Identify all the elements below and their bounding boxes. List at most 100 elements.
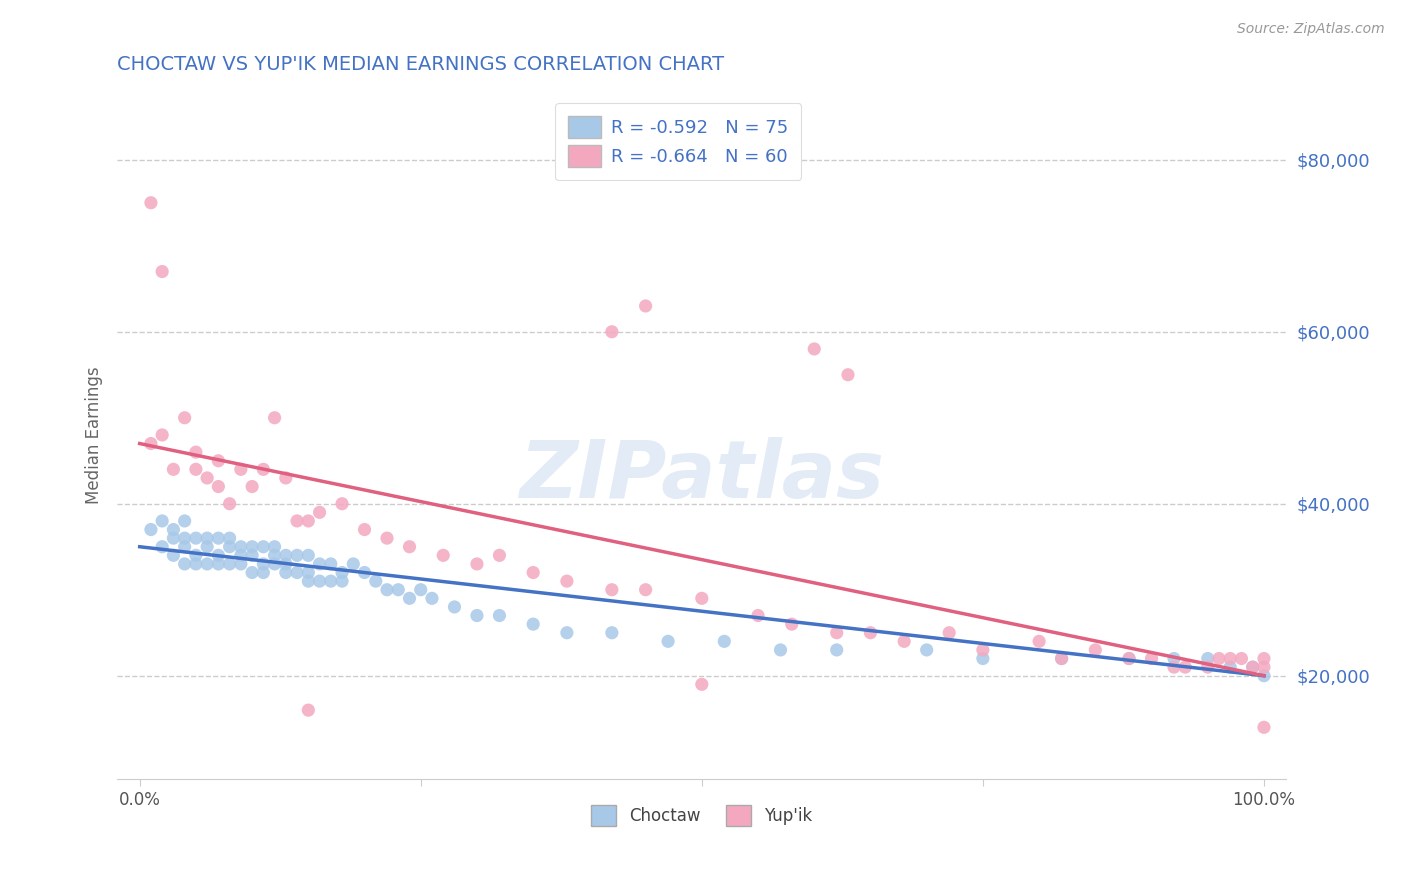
Point [139,195,162,210]
Point [634,582,657,597]
Point [150,428,173,442]
Point [162,549,184,563]
Point [555,574,578,588]
Point [522,566,544,580]
Point [825,625,848,640]
Point [803,342,825,356]
Point [1230,651,1253,665]
Point [330,574,353,588]
Point [162,523,184,537]
Point [252,462,274,476]
Point [207,557,229,571]
Point [522,617,544,632]
Point [252,566,274,580]
Point [1197,660,1219,674]
Point [398,591,420,606]
Point [240,479,263,493]
Point [195,471,218,485]
Point [285,566,308,580]
Point [285,549,308,563]
Point [263,549,285,563]
Point [207,549,229,563]
Point [184,549,207,563]
Point [297,566,319,580]
Point [218,540,240,554]
Point [330,566,353,580]
Point [353,566,375,580]
Point [837,368,859,382]
Point [297,549,319,563]
Point [150,540,173,554]
Point [938,625,960,640]
Point [1241,660,1264,674]
Point [173,540,195,554]
Point [972,651,994,665]
Point [274,549,297,563]
Point [432,549,454,563]
Point [240,549,263,563]
Point [1253,669,1275,683]
Point [488,608,510,623]
Point [274,557,297,571]
Point [780,617,803,632]
Point [634,299,657,313]
Point [184,531,207,545]
Point [229,462,252,476]
Y-axis label: Median Earnings: Median Earnings [86,366,103,504]
Point [1028,634,1050,648]
Point [229,557,252,571]
Point [1253,720,1275,734]
Point [218,531,240,545]
Point [252,557,274,571]
Point [195,540,218,554]
Point [263,540,285,554]
Point [465,608,488,623]
Point [1163,660,1185,674]
Point [398,540,420,554]
Point [240,540,263,554]
Point [274,566,297,580]
Point [1241,660,1264,674]
Point [600,582,623,597]
Point [207,479,229,493]
Point [150,514,173,528]
Point [162,531,184,545]
Point [420,591,443,606]
Point [1140,651,1163,665]
Point [859,625,882,640]
Point [297,574,319,588]
Point [387,582,409,597]
Point [263,557,285,571]
Point [1253,651,1275,665]
Point [218,557,240,571]
Point [184,462,207,476]
Point [1118,651,1140,665]
Point [364,574,387,588]
Point [915,643,938,657]
Point [488,549,510,563]
Point [1197,651,1219,665]
Point [1163,651,1185,665]
Point [308,557,330,571]
Point [409,582,432,597]
Point [1208,651,1230,665]
Point [443,599,465,614]
Point [297,514,319,528]
Point [330,497,353,511]
Point [252,540,274,554]
Text: Source: ZipAtlas.com: Source: ZipAtlas.com [1237,22,1385,37]
Point [229,549,252,563]
Point [319,557,342,571]
Point [173,410,195,425]
Point [342,557,364,571]
Point [1118,651,1140,665]
Point [173,557,195,571]
Point [600,325,623,339]
Point [184,445,207,459]
Point [263,410,285,425]
Point [690,591,713,606]
Point [207,454,229,468]
Point [218,497,240,511]
Point [893,634,915,648]
Point [657,634,679,648]
